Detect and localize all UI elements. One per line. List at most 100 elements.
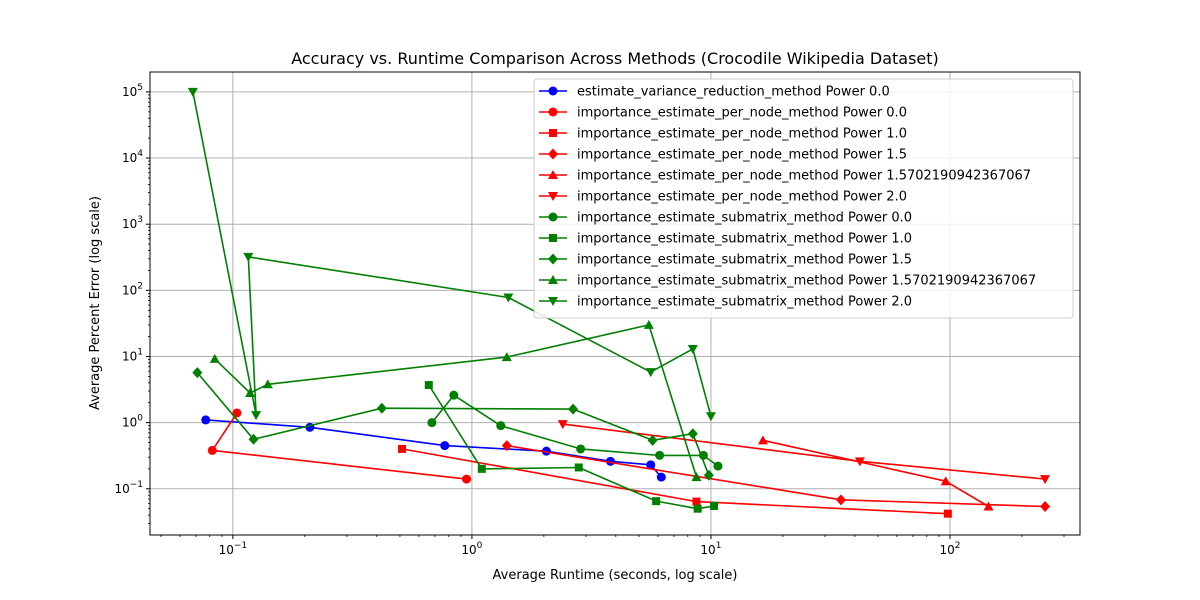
data-point xyxy=(243,252,254,262)
y-tick-label: 104 xyxy=(122,149,143,165)
data-point xyxy=(757,435,768,445)
data-point xyxy=(574,463,583,472)
x-tick-label: 100 xyxy=(461,541,482,557)
legend-label: importance_estimate_per_node_method Powe… xyxy=(577,169,1031,184)
series-9 xyxy=(192,367,714,481)
legend-label: importance_estimate_submatrix_method Pow… xyxy=(577,211,912,226)
data-point xyxy=(187,87,198,97)
data-point xyxy=(251,411,262,421)
data-point xyxy=(501,440,512,452)
legend-label: importance_estimate_submatrix_method Pow… xyxy=(577,295,912,310)
series-4 xyxy=(501,440,1051,512)
series-line xyxy=(214,324,698,478)
series-2 xyxy=(207,408,472,484)
series-11 xyxy=(187,87,716,422)
series-5 xyxy=(757,435,994,511)
data-point xyxy=(705,412,716,422)
series-layer xyxy=(187,87,1051,518)
data-point xyxy=(652,497,661,506)
legend-label: importance_estimate_submatrix_method Pow… xyxy=(577,253,912,268)
x-tick-label: 101 xyxy=(700,541,721,557)
data-point xyxy=(427,418,437,428)
legend-label: importance_estimate_per_node_method Powe… xyxy=(577,127,907,142)
data-point xyxy=(691,472,702,482)
x-axis-label: Average Runtime (seconds, log scale) xyxy=(493,568,738,583)
legend-label: importance_estimate_submatrix_method Pow… xyxy=(577,274,1036,289)
data-point xyxy=(646,460,656,470)
x-axis: 10−1 100 101 102 xyxy=(160,535,1065,557)
series-8 xyxy=(424,381,719,513)
y-axis: 10−1 100 101 102 103 104 105 xyxy=(114,83,150,524)
y-tick-label: 100 xyxy=(122,414,143,430)
data-point xyxy=(449,390,459,400)
series-6 xyxy=(557,420,1051,485)
legend-marker xyxy=(548,275,558,284)
data-point xyxy=(835,494,846,506)
data-point xyxy=(940,476,951,486)
data-point xyxy=(557,420,568,430)
data-point xyxy=(568,403,579,415)
data-point xyxy=(854,457,865,467)
data-point xyxy=(201,415,211,425)
x-tick-label: 10−1 xyxy=(219,541,248,557)
series-7 xyxy=(427,390,723,471)
legend-marker xyxy=(548,192,558,201)
data-point xyxy=(710,501,719,510)
data-point xyxy=(687,428,698,440)
data-point xyxy=(983,501,994,511)
data-point xyxy=(647,434,658,446)
data-point xyxy=(501,352,512,362)
data-point xyxy=(424,381,433,390)
data-point xyxy=(477,464,486,473)
y-axis-label: Average Percent Error (log scale) xyxy=(88,196,103,410)
y-tick-label: 102 xyxy=(122,281,143,297)
data-point xyxy=(232,408,242,418)
data-point xyxy=(693,504,702,513)
data-point xyxy=(262,379,273,389)
chart-title: Accuracy vs. Runtime Comparison Across M… xyxy=(291,49,939,68)
legend-marker xyxy=(548,297,558,306)
data-point xyxy=(692,497,701,506)
legend-marker xyxy=(548,107,558,117)
plot-frame xyxy=(149,71,1081,536)
data-point xyxy=(376,402,387,414)
data-point xyxy=(541,446,551,456)
x-tick-label: 102 xyxy=(939,541,960,557)
legend-marker xyxy=(548,170,558,179)
data-point xyxy=(943,509,952,518)
data-point xyxy=(687,344,698,354)
legend-marker xyxy=(548,86,558,96)
data-point xyxy=(1040,475,1051,485)
legend-marker xyxy=(549,129,557,137)
data-point xyxy=(1040,500,1051,512)
legend-label: importance_estimate_submatrix_method Pow… xyxy=(577,232,912,247)
y-tick-label: 101 xyxy=(122,347,143,363)
legend-label: importance_estimate_per_node_method Powe… xyxy=(577,148,907,163)
y-tick-label: 103 xyxy=(122,215,143,231)
legend-marker xyxy=(548,212,558,222)
legend-label: importance_estimate_per_node_method Powe… xyxy=(577,190,907,205)
legend-box xyxy=(533,78,1074,319)
data-point xyxy=(207,445,217,455)
data-point xyxy=(703,469,714,481)
data-point xyxy=(192,367,203,379)
data-point xyxy=(248,433,259,445)
y-tick-label: 105 xyxy=(122,83,143,99)
legend-marker xyxy=(548,253,558,265)
data-point xyxy=(440,441,450,451)
data-point xyxy=(713,461,723,471)
data-point xyxy=(655,450,665,460)
data-point xyxy=(503,293,514,303)
legend-label: importance_estimate_per_node_method Powe… xyxy=(577,106,907,121)
legend-marker xyxy=(548,148,558,160)
y-tick-label: 10−1 xyxy=(114,480,143,496)
data-point xyxy=(643,319,654,329)
data-point xyxy=(645,368,656,378)
legend-label: estimate_variance_reduction_method Power… xyxy=(577,85,890,100)
data-point xyxy=(656,472,666,482)
legend-marker xyxy=(549,234,557,242)
data-point xyxy=(209,353,220,363)
data-point xyxy=(462,474,472,484)
data-point xyxy=(398,444,407,453)
